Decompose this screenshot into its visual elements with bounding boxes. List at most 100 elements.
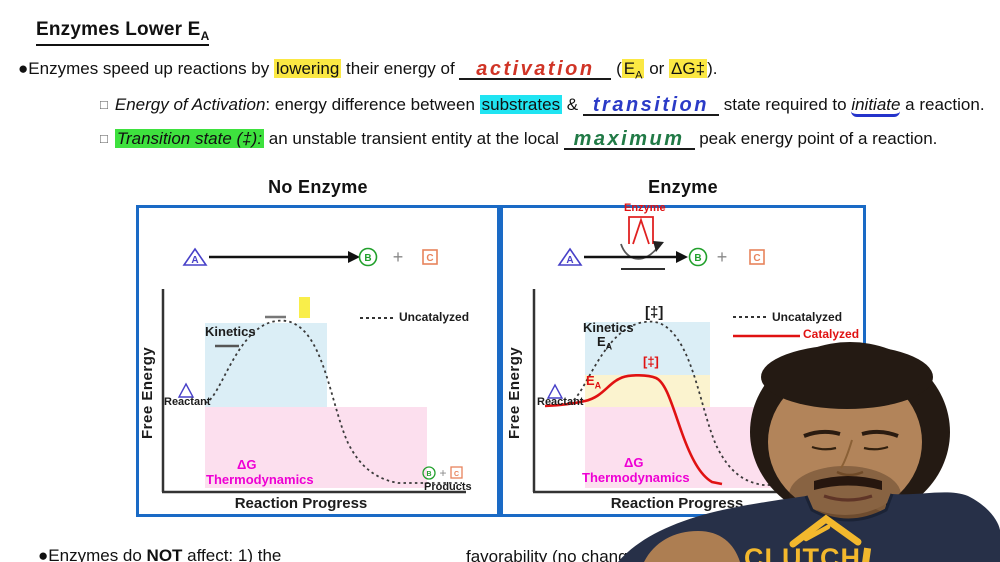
enzyme-recycle-arrowhead-icon [653,241,664,252]
line2-text: : energy difference between [265,95,480,114]
instructor-forearm [644,531,740,562]
bottom-text: favorability (no change to [466,547,661,562]
left-panel-heading: No Enzyme [268,177,368,197]
instructor-hair-front [761,345,933,409]
left-reactant-label: Reactant [164,396,211,408]
right-thermodynamics-label: Thermodynamics [582,470,690,485]
enzyme-shape-icon [628,216,654,245]
uncatalyzed-curve [568,320,800,486]
product-c-square-icon [749,249,765,265]
catalyzed-curve [544,374,723,486]
shirt-logo-text: CLUTCH [744,543,861,562]
shirt-logo-chevron-icon [789,514,862,548]
yellow-marker-stroke [299,297,310,318]
no-enzyme-energy-diagram: A B + C B + C [161,247,466,494]
highlight-delta-g: ΔG‡ [669,59,708,78]
reactant-triangle-icon [546,383,564,399]
square-bullet-icon: □ [100,131,108,146]
plus-sign: + [393,247,404,267]
catalyzed-ea-shaded-area [585,375,710,407]
line1-text: or [644,59,670,78]
left-products-label: Products [424,481,472,493]
term-energy-of-activation: Energy of Activation [114,95,266,114]
left-delta-g-label: ΔG [237,457,257,472]
uncatalyzed-curve [204,319,462,484]
enzyme-recycle-arrow [620,243,659,260]
square-bullet-icon: □ [100,97,108,112]
right-y-axis-label: Free Energy [506,346,523,439]
substrate-a-letter: A [566,255,573,266]
product-c-letter: C [753,253,760,264]
bottom-text-not: NOT [146,546,183,562]
bottom-bullet-line: ●Enzymes do NOT affect: 1) the [38,546,281,562]
shirt-logo-mark [861,547,872,562]
uncatalyzed-ea-label: EA [597,334,612,352]
emphasized-initiate: initiate [851,95,901,117]
right-delta-g-label: ΔG [624,455,644,470]
ea-subscript: A [605,341,613,352]
left-y-axis-label: Free Energy [139,346,156,439]
right-panel-heading: Enzyme [648,177,718,197]
page-title: Enzymes Lower EA [36,19,210,46]
left-eye-closed [811,445,837,451]
bullet-line-energy-of-activation: □ Energy of Activation: energy difference… [100,94,985,117]
ea-subscript: A [635,69,643,82]
products-plus-sign: + [439,466,446,480]
catalyzed-ea-label: EA [586,373,601,391]
line3-text: peak energy point of a reaction. [694,129,938,148]
bullet-icon: ● [18,59,29,78]
fill-in-blank-activation: activation [459,58,612,80]
product-c-letter: C [426,253,433,264]
right-kinetics-label: Kinetics [583,320,634,335]
catalyzed-transition-state-label: [‡] [643,354,659,369]
bullet-line-transition-state: □ Transition state (‡): an unstable trans… [100,129,937,150]
plus-sign: + [717,247,728,267]
highlight-ea: EA [621,59,645,82]
kinetics-shaded-area [585,322,710,375]
substrate-a-letter: A [191,255,198,266]
instructor-webcam: CLUTCH [618,342,1000,562]
line2-text: a reaction. [900,95,985,114]
left-x-axis-label: Reaction Progress [234,495,368,512]
page-title-subscript: A [200,28,210,43]
line2-text: state required to [719,95,852,114]
highlight-lowering: lowering [273,59,342,78]
line1-text: ). [707,59,718,78]
reactant-triangle-icon [177,382,195,398]
products-b-circle-icon [422,466,436,480]
line1-text: ( [611,59,622,78]
mustache [814,476,882,490]
highlight-substrates: substrates [479,95,563,114]
products-b-letter: B [426,471,431,478]
bullet-line-main: ●Enzymes speed up reactions by lowering … [18,59,717,81]
ea-symbol: E [597,334,606,349]
nostrils [836,470,864,477]
left-eyebrow [803,429,841,438]
kinetics-shaded-area [205,323,327,407]
substrate-a-triangle-icon [182,247,208,266]
fill-in-blank-maximum: maximum [563,129,695,150]
products-c-square-icon [450,466,463,479]
handwritten-activation: activation [476,58,595,80]
mouth [823,494,873,502]
line3-text: an unstable transient entity at the loca… [264,129,564,148]
right-legend-catalyzed: Catalyzed [803,327,860,341]
enzyme-label: Enzyme [624,202,666,214]
right-reactant-label: Reactant [537,396,584,408]
product-b-letter: B [364,253,371,264]
line2-text: & [562,95,583,114]
highlight-transition-state: Transition state (‡): [114,129,265,148]
shirt-collar [804,493,894,522]
right-eye-closed [863,445,889,451]
right-legend-uncatalyzed: Uncatalyzed [772,310,843,324]
right-eyebrow [861,429,899,438]
uncatalyzed-transition-state-label: [‡] [645,304,664,321]
reaction-arrowhead-icon [676,251,688,263]
fill-in-blank-transition: transition [582,94,719,116]
handwritten-transition: transition [592,94,709,116]
ea-subscript: A [594,380,602,391]
line1-text: their energy of [341,59,460,78]
left-thermodynamics-label: Thermodynamics [206,472,314,487]
instructor-figure: CLUTCH [618,342,1000,562]
